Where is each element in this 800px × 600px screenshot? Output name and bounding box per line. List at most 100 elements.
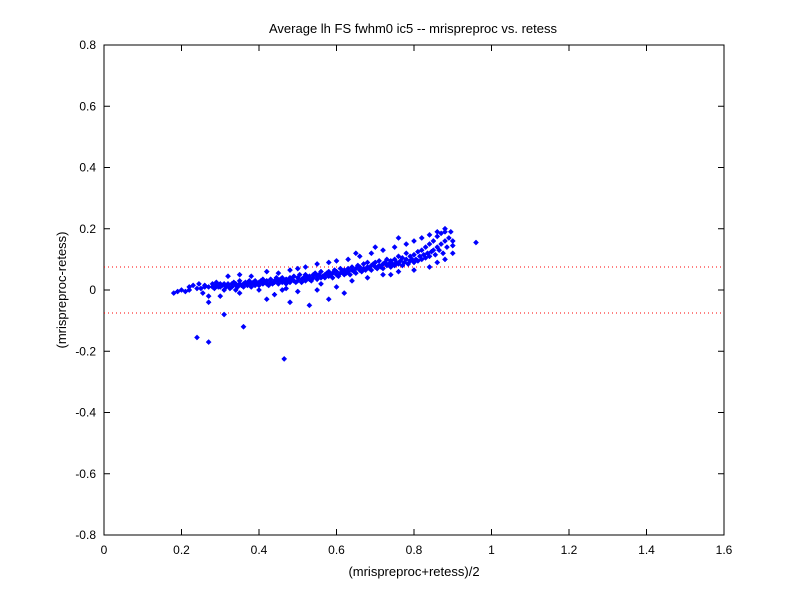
data-point	[436, 247, 443, 254]
data-point	[325, 259, 332, 266]
data-point	[205, 299, 212, 306]
y-tick-label: 0.2	[79, 222, 96, 236]
data-point	[426, 241, 433, 248]
x-tick-label: 0.2	[173, 543, 190, 557]
data-point	[368, 267, 375, 274]
data-point	[294, 288, 301, 295]
data-point	[403, 241, 410, 248]
data-point	[387, 271, 394, 278]
y-axis-label: (mrispreproc-retess)	[54, 231, 69, 348]
data-point	[411, 251, 417, 258]
data-point	[418, 234, 425, 241]
data-point	[314, 261, 321, 267]
data-point	[306, 302, 313, 309]
data-point	[364, 274, 371, 281]
y-tick-label: 0.6	[79, 99, 96, 113]
data-point	[205, 293, 212, 300]
y-tick-label: -0.2	[75, 344, 96, 358]
data-point	[438, 241, 445, 248]
data-point	[240, 323, 247, 330]
x-tick-label: 1.6	[716, 543, 733, 557]
data-point	[376, 257, 383, 264]
data-points	[170, 225, 479, 362]
data-point	[287, 267, 293, 274]
data-point	[205, 339, 212, 346]
x-tick-label: 0	[101, 543, 108, 557]
data-point	[263, 268, 270, 275]
data-point	[418, 247, 425, 254]
data-point	[236, 277, 243, 284]
data-point	[434, 233, 441, 240]
data-point	[296, 271, 303, 278]
data-point	[236, 271, 243, 278]
data-point	[434, 228, 441, 235]
data-point	[199, 290, 206, 297]
data-point	[318, 268, 324, 275]
x-tick-label: 0.8	[406, 543, 423, 557]
data-point	[345, 256, 352, 263]
data-point	[325, 296, 332, 303]
data-point	[236, 290, 243, 297]
data-point	[368, 250, 375, 257]
data-point	[329, 274, 336, 281]
data-point	[225, 273, 231, 280]
data-point	[275, 270, 282, 277]
data-point	[186, 287, 193, 293]
data-point	[426, 231, 433, 238]
data-point	[434, 259, 441, 266]
data-point	[281, 355, 288, 362]
data-point	[449, 250, 456, 257]
data-point	[347, 271, 354, 278]
y-tick-label: -0.4	[75, 406, 96, 420]
data-point	[314, 287, 321, 293]
data-point	[430, 247, 437, 254]
data-point	[380, 265, 386, 272]
data-point	[352, 250, 359, 257]
data-point	[426, 253, 433, 260]
y-tick-label: -0.8	[75, 528, 96, 542]
data-point	[442, 256, 448, 263]
data-point	[364, 259, 371, 266]
x-tick-label: 0.6	[328, 543, 345, 557]
data-point	[271, 291, 278, 298]
data-point	[426, 264, 433, 270]
data-point	[318, 280, 324, 287]
y-tick-label: 0	[89, 283, 96, 297]
data-point	[194, 285, 200, 292]
data-point	[221, 311, 228, 318]
data-point	[442, 238, 448, 244]
data-point	[430, 238, 437, 244]
x-tick-label: 0.4	[251, 543, 268, 557]
y-tick-label: 0.4	[79, 161, 96, 175]
data-point	[440, 250, 447, 257]
data-point	[294, 265, 301, 272]
data-point	[372, 244, 379, 251]
data-point	[248, 273, 255, 280]
data-point	[194, 334, 200, 341]
plot-area	[103, 44, 725, 536]
data-point	[333, 257, 340, 264]
data-point	[391, 244, 398, 251]
data-point	[422, 244, 429, 251]
data-point	[190, 282, 197, 289]
data-point	[442, 225, 448, 232]
data-point	[352, 270, 359, 277]
data-point	[395, 234, 402, 241]
data-point	[411, 238, 417, 244]
data-point	[447, 228, 454, 235]
x-tick-label: 1.2	[561, 543, 578, 557]
data-point	[449, 242, 456, 249]
reference-lines	[104, 266, 724, 314]
x-tick-label: 1.4	[638, 543, 655, 557]
chart-title: Average lh FS fwhm0 ic5 -- mrispreproc v…	[269, 21, 558, 36]
data-point	[432, 251, 439, 258]
data-point	[442, 228, 448, 235]
x-tick-label: 1	[488, 543, 495, 557]
data-point	[195, 280, 202, 287]
data-point	[403, 250, 410, 257]
data-point	[445, 234, 452, 241]
data-point	[395, 268, 402, 275]
data-point	[473, 239, 479, 246]
